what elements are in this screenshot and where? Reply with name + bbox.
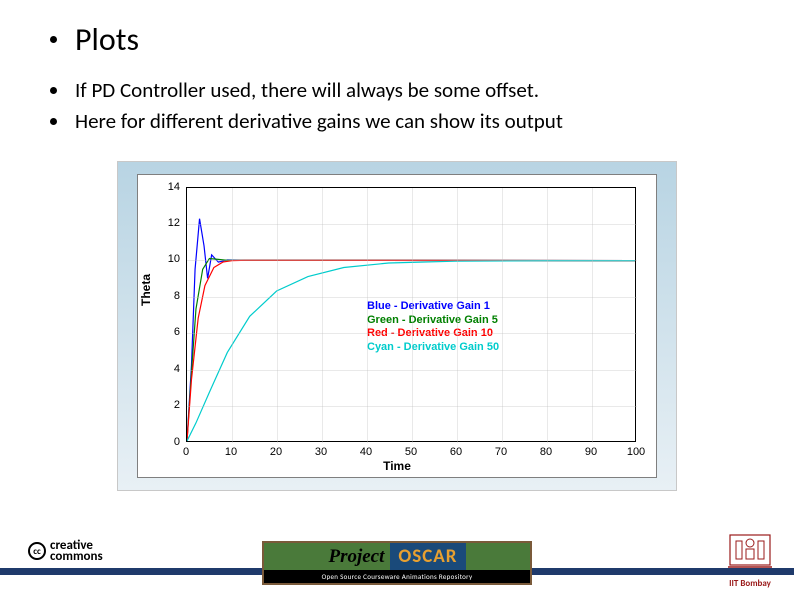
x-tick-label: 100 — [627, 446, 645, 458]
cc-text-bot: commons — [50, 551, 103, 563]
chart-inner: Blue - Derivative Gain 1Green - Derivati… — [137, 174, 657, 478]
slide-content: Plots If PD Controller used, there will … — [0, 0, 794, 491]
oscar-badge: Project OSCAR Open Source Courseware Ani… — [262, 541, 532, 585]
x-tick-label: 80 — [540, 446, 552, 458]
iit-label: IIT Bombay — [726, 578, 774, 589]
x-tick-label: 70 — [495, 446, 507, 458]
iit-logo-icon — [726, 529, 774, 571]
grid-line-v — [322, 188, 323, 443]
x-tick-label: 60 — [450, 446, 462, 458]
oscar-top: Project OSCAR — [264, 543, 530, 570]
y-tick-label: 12 — [138, 217, 180, 229]
grid-line-v — [592, 188, 593, 443]
title-row: Plots — [50, 20, 744, 59]
oscar-project-label: Project — [328, 546, 384, 568]
y-tick-label: 10 — [138, 253, 180, 265]
footer: cc creative commons Project OSCAR Open S… — [0, 535, 794, 595]
chart-frame: Blue - Derivative Gain 1Green - Derivati… — [117, 161, 677, 491]
x-tick-label: 30 — [315, 446, 327, 458]
y-tick-label: 6 — [138, 326, 180, 338]
bullet-icon — [50, 118, 57, 125]
legend-item: Green - Derivative Gain 5 — [367, 314, 499, 328]
legend-item: Cyan - Derivative Gain 50 — [367, 341, 499, 355]
grid-line-v — [502, 188, 503, 443]
y-tick-label: 4 — [138, 363, 180, 375]
grid-line-v — [457, 188, 458, 443]
cc-text: creative commons — [50, 540, 103, 563]
grid-line-v — [547, 188, 548, 443]
x-tick-label: 0 — [183, 446, 189, 458]
bullet-icon — [50, 87, 57, 94]
bullet-row: If PD Controller used, there will always… — [50, 77, 744, 104]
x-tick-label: 40 — [360, 446, 372, 458]
legend-item: Blue - Derivative Gain 1 — [367, 300, 499, 314]
y-tick-label: 14 — [138, 181, 180, 193]
cc-badge: cc creative commons — [28, 540, 103, 563]
x-tick-label: 10 — [225, 446, 237, 458]
bullet-text-1: If PD Controller used, there will always… — [75, 77, 539, 104]
chart-legend: Blue - Derivative Gain 1Green - Derivati… — [367, 300, 499, 355]
grid-line-v — [367, 188, 368, 443]
x-axis-label: Time — [383, 459, 411, 473]
slide-title: Plots — [75, 20, 139, 59]
grid-line-v — [277, 188, 278, 443]
title-bullet-icon — [50, 36, 57, 43]
bullet-text-2: Here for different derivative gains we c… — [75, 108, 563, 135]
grid-line-v — [412, 188, 413, 443]
iit-badge: IIT Bombay — [726, 529, 774, 589]
bullet-row: Here for different derivative gains we c… — [50, 108, 744, 135]
x-tick-label: 20 — [270, 446, 282, 458]
grid-line-v — [232, 188, 233, 443]
x-tick-label: 50 — [405, 446, 417, 458]
y-tick-label: 2 — [138, 399, 180, 411]
y-tick-label: 0 — [138, 436, 180, 448]
plot-area: Blue - Derivative Gain 1Green - Derivati… — [186, 187, 636, 442]
y-tick-label: 8 — [138, 290, 180, 302]
x-tick-label: 90 — [585, 446, 597, 458]
oscar-subtitle: Open Source Courseware Animations Reposi… — [264, 570, 530, 583]
oscar-oscar-label: OSCAR — [390, 543, 465, 570]
cc-logo-icon: cc — [28, 542, 46, 560]
